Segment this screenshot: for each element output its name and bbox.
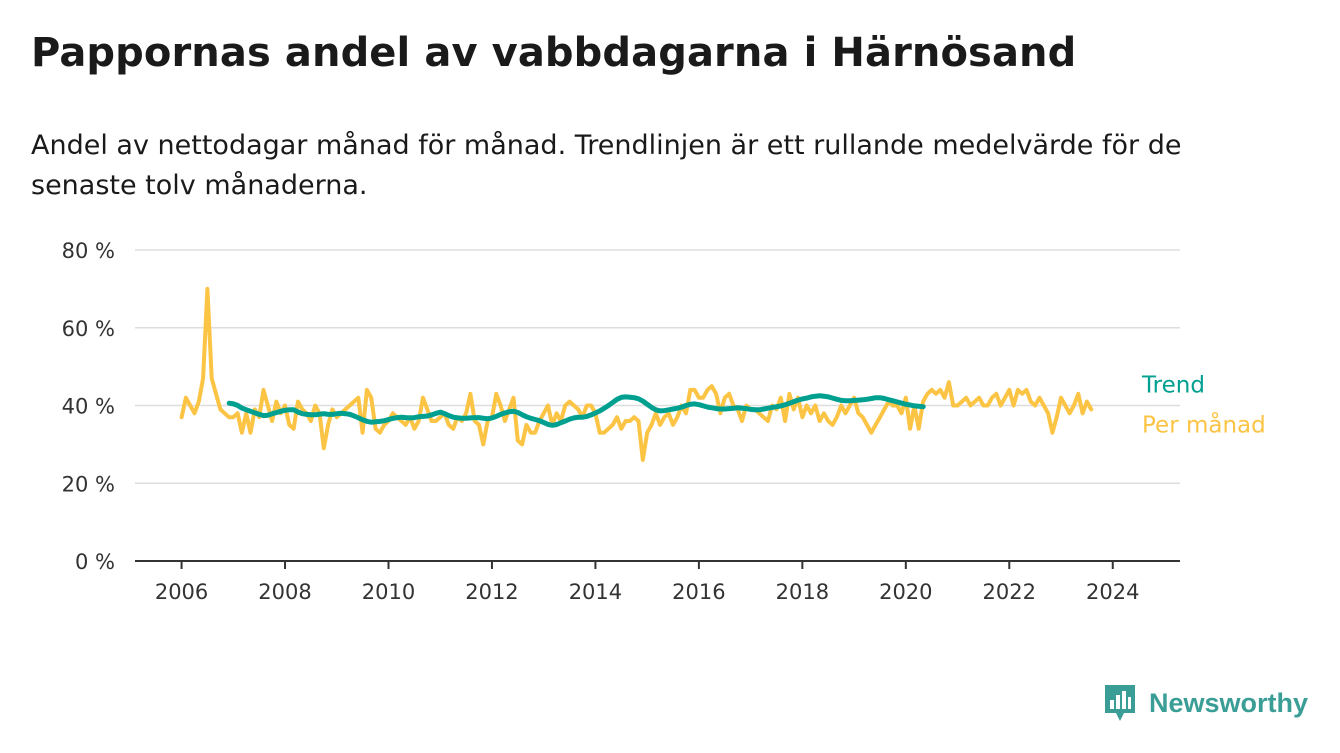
y-tick-label: 20 % xyxy=(62,472,115,496)
x-tick-label: 2020 xyxy=(879,580,932,604)
x-tick-label: 2022 xyxy=(983,580,1036,604)
x-tick-label: 2014 xyxy=(569,580,622,604)
x-tick-label: 2016 xyxy=(672,580,725,604)
x-tick-label: 2018 xyxy=(776,580,829,604)
y-tick-label: 60 % xyxy=(62,317,115,341)
y-tick-label: 40 % xyxy=(62,395,115,419)
x-axis-tick-labels: 2006 2008 2010 2012 2014 2016 2018 2020 2022 2024 xyxy=(155,580,1140,604)
brand-name: Newsworthy xyxy=(1149,687,1309,718)
y-tick-label: 0 % xyxy=(75,550,115,574)
series-lines xyxy=(179,286,1094,462)
monthly-series-label: Per månad xyxy=(1142,411,1266,439)
x-tick-label: 2006 xyxy=(155,580,208,604)
newsworthy-logo: Newsworthy xyxy=(1103,683,1308,723)
chart-title: Pappornas andel av vabbdagarna i Härnösa… xyxy=(31,30,1077,76)
trend-series-line xyxy=(226,393,926,428)
x-tick-label: 2024 xyxy=(1086,580,1139,604)
x-tick-label: 2008 xyxy=(258,580,311,604)
y-axis-tick-labels: 0 % 20 % 40 % 60 % 80 % xyxy=(62,239,115,574)
x-axis xyxy=(135,560,1180,569)
series-labels: Per månad Trend xyxy=(1141,373,1266,439)
chart-subtitle: Andel av nettodagar månad för månad. Tre… xyxy=(31,130,1182,201)
x-tick-label: 2010 xyxy=(362,580,415,604)
y-tick-label: 80 % xyxy=(62,239,115,263)
trend-series-label: Trend xyxy=(1141,373,1205,399)
monthly-series-line xyxy=(179,286,1094,462)
bar-chart-speech-bubble-icon xyxy=(1105,685,1135,721)
gridlines xyxy=(135,249,1180,484)
x-tick-label: 2012 xyxy=(465,580,518,604)
